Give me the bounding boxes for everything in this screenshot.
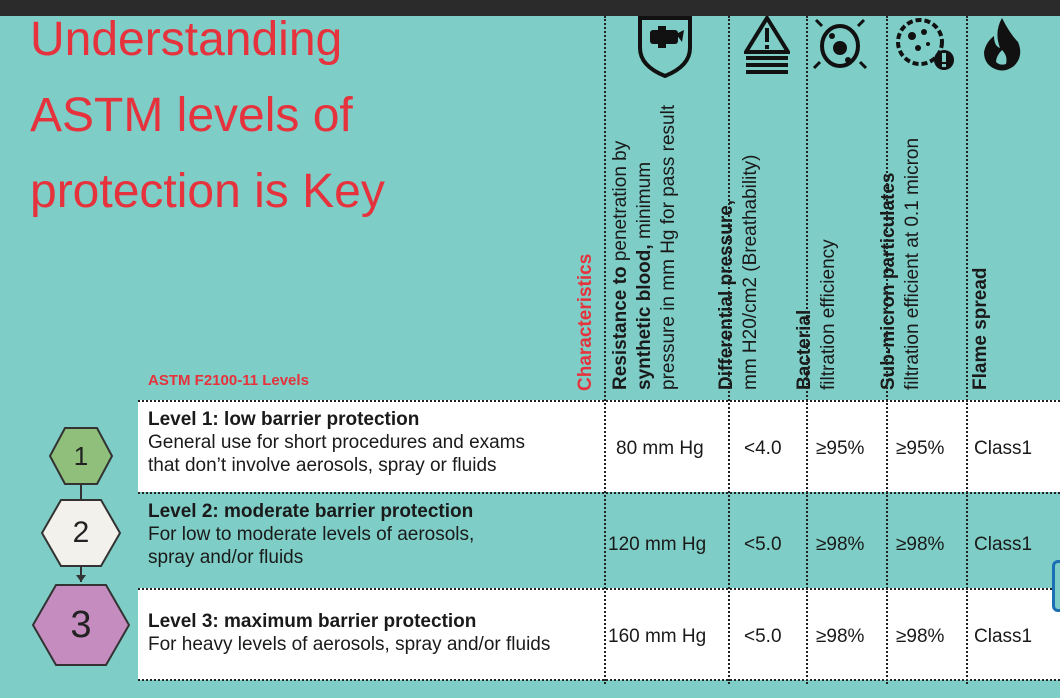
side-tab-button[interactable] (1052, 560, 1060, 612)
title-line-2: ASTM levels of (30, 89, 353, 142)
table-row: Level 1: low barrier protection General … (138, 400, 1060, 492)
cell-submicron: ≥98% (896, 626, 945, 647)
level-connector (80, 566, 82, 582)
level-3-badge: 3 (31, 583, 131, 667)
row-title: Level 3: maximum barrier protection (148, 611, 477, 632)
table-row: Level 2: moderate barrier protection For… (138, 492, 1060, 588)
connector-arrow (76, 575, 86, 582)
cell-submicron: ≥98% (896, 534, 945, 555)
cell-pressure: <4.0 (744, 438, 782, 459)
blood-shield-icon (636, 16, 694, 82)
cell-resistance: 120 mm Hg (608, 534, 707, 555)
cell-pressure: <5.0 (744, 534, 782, 555)
level-3-number: 3 (70, 603, 92, 646)
level-connector (80, 484, 82, 500)
cell-resistance: 160 mm Hg (608, 626, 707, 647)
cell-flame: Class1 (974, 626, 1033, 647)
row-desc-line2: spray and/or fluids (148, 547, 304, 568)
row-title: Level 2: moderate barrier protection (148, 501, 474, 522)
row-desc-line1: For low to moderate levels of aerosols, (148, 524, 475, 545)
row-title: Level 1: low barrier protection (148, 409, 420, 430)
cell-bacterial: ≥98% (816, 534, 865, 555)
column-divider (728, 16, 730, 684)
cell-flame: Class1 (974, 534, 1033, 555)
table-row: Level 3: maximum barrier protection For … (138, 588, 1060, 680)
row-desc-line1: General use for short procedures and exa… (148, 432, 526, 453)
title-line-3: protection is Key (30, 165, 385, 218)
title-line-1: Understanding (30, 13, 343, 66)
levels-header: ASTM F2100-11 Levels (148, 372, 309, 389)
level-2-number: 2 (72, 516, 90, 549)
cell-resistance: 80 mm Hg (616, 438, 704, 459)
column-divider (966, 16, 968, 684)
cell-flame: Class1 (974, 438, 1033, 459)
cell-bacterial: ≥95% (816, 438, 865, 459)
header-resistance-bold: Resistance to (610, 266, 631, 390)
page-title: Understanding ASTM levels of protection … (30, 2, 590, 230)
cell-bacterial: ≥98% (816, 626, 865, 647)
warning-vent-icon (742, 14, 792, 78)
top-bar (0, 0, 1060, 16)
row-desc-line2: that don’t involve aerosols, spray or fl… (148, 455, 497, 476)
column-divider (886, 16, 888, 684)
bacteria-icon (812, 16, 868, 76)
row-desc-line1: For heavy levels of aerosols, spray and/… (148, 634, 551, 655)
level-1-badge: 1 (48, 426, 114, 486)
level-2-badge: 2 (40, 498, 122, 568)
particles-icon (892, 16, 958, 76)
cell-pressure: <5.0 (744, 626, 782, 647)
column-divider (604, 16, 606, 684)
column-divider (806, 16, 808, 684)
characteristics-label: Characteristics (575, 253, 596, 391)
flame-icon (980, 16, 1024, 76)
cell-submicron: ≥95% (896, 438, 945, 459)
level-1-number: 1 (73, 440, 89, 471)
table-bottom-border (138, 679, 1060, 681)
